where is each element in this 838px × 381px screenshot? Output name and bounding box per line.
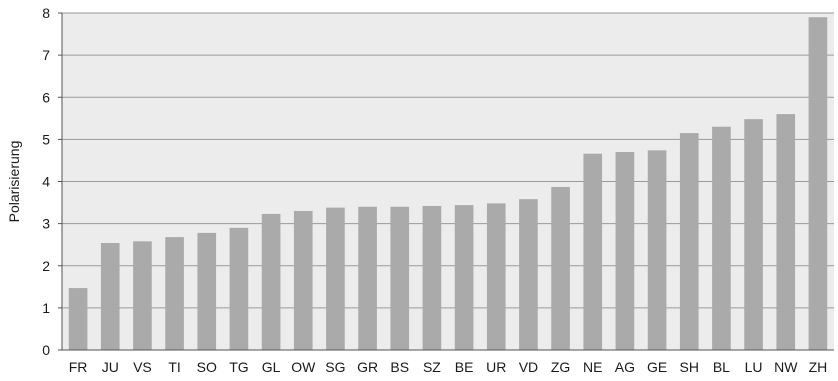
- bar-sg: [326, 207, 345, 350]
- x-tick-label: UR: [486, 359, 506, 375]
- y-tick-label: 4: [42, 174, 50, 190]
- x-tick-label: SG: [325, 359, 345, 375]
- x-tick-label: VS: [133, 359, 152, 375]
- bar-ju: [100, 243, 120, 350]
- x-tick-labels: FR JU VS TI SO TG GL OW SG GR BS SZ BE UR VD ZG NE AG GE SH…: [69, 359, 828, 375]
- x-tick-label: BE: [455, 359, 474, 375]
- x-tick-label: FR: [69, 359, 88, 375]
- bar-nw: [776, 114, 796, 350]
- y-tick-label: 5: [42, 131, 50, 147]
- x-tick-label: NE: [583, 359, 602, 375]
- x-tick-label: GE: [647, 359, 667, 375]
- x-tick-label: ZH: [809, 359, 828, 375]
- x-tick-label: OW: [291, 359, 316, 375]
- y-tick-label: 1: [42, 300, 50, 316]
- bar-sh: [679, 133, 699, 350]
- bar-so: [197, 232, 217, 350]
- x-tick-label: BL: [713, 359, 730, 375]
- x-tick-label: AG: [615, 359, 635, 375]
- x-tick-label: GR: [357, 359, 378, 375]
- x-tick-label: SZ: [423, 359, 441, 375]
- y-tick-label: 6: [42, 89, 50, 105]
- x-tick-label: ZG: [551, 359, 570, 375]
- x-tick-label: LU: [745, 359, 763, 375]
- bar-zh: [808, 17, 828, 351]
- x-tick-label: TG: [229, 359, 248, 375]
- bars: [68, 17, 828, 351]
- bar-ow: [293, 210, 313, 350]
- gridlines: [58, 12, 834, 351]
- y-tick-label: 2: [42, 258, 50, 274]
- bar-zg: [551, 186, 570, 350]
- y-tick-label: 0: [42, 342, 50, 358]
- x-tick-label: GL: [262, 359, 281, 375]
- bar-ti: [165, 237, 184, 350]
- bar-bs: [390, 206, 410, 350]
- bar-lu: [744, 119, 763, 350]
- x-tick-label: SO: [197, 359, 217, 375]
- bar-ge: [647, 150, 667, 350]
- bar-fr: [68, 288, 88, 350]
- bar-ag: [615, 152, 635, 350]
- x-tick-label: TI: [168, 359, 180, 375]
- bar-gl: [261, 213, 281, 350]
- bar-tg: [229, 227, 249, 350]
- y-tick-label: 8: [42, 5, 50, 21]
- bar-vd: [519, 199, 538, 350]
- y-tick-label: 7: [42, 47, 50, 63]
- bar-ur: [486, 203, 506, 350]
- x-tick-label: JU: [102, 359, 119, 375]
- bar-bl: [712, 126, 731, 350]
- x-tick-label: BS: [390, 359, 409, 375]
- bar-ne: [583, 153, 603, 350]
- y-tick-labels: 0 1 2 3 4 5 6 7 8: [42, 5, 50, 358]
- x-tick-label: NW: [774, 359, 798, 375]
- y-tick-label: 3: [42, 216, 50, 232]
- x-tick-label: VD: [519, 359, 538, 375]
- y-axis-title: Polarisierung: [6, 141, 22, 223]
- bar-sz: [422, 205, 442, 350]
- bar-gr: [358, 206, 377, 350]
- bar-vs: [133, 241, 152, 350]
- x-tick-label: SH: [680, 359, 699, 375]
- bar-be: [454, 205, 474, 350]
